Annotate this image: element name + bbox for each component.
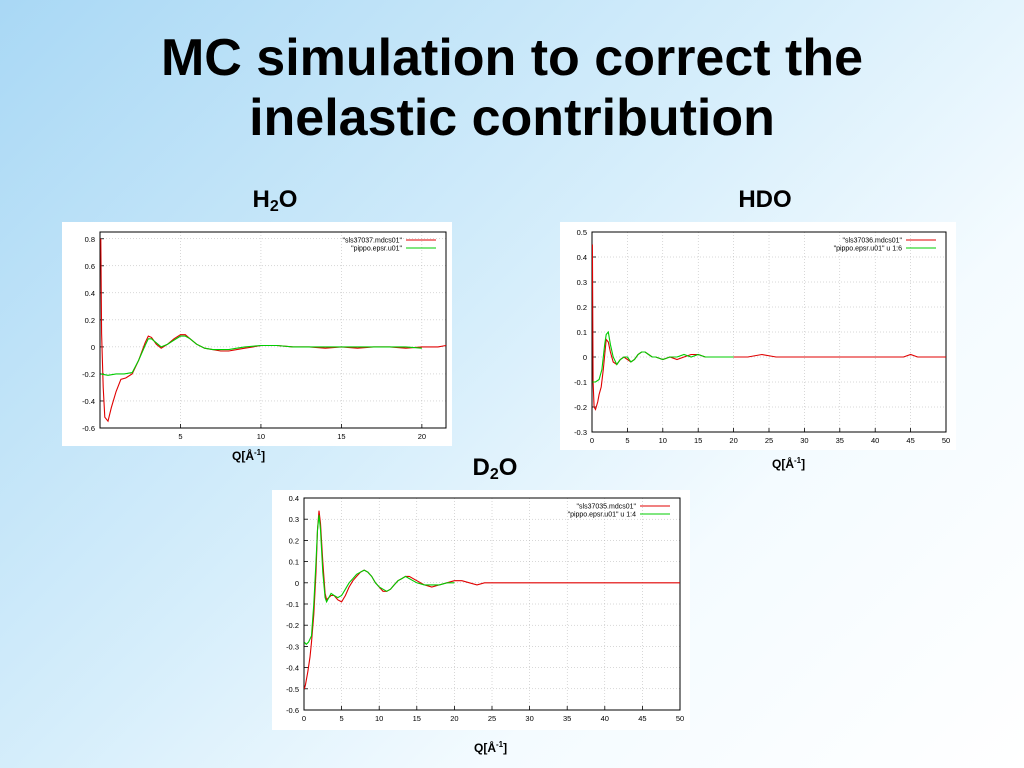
legend-label-2: "pippo.epsr.u01" u 1:4 bbox=[568, 512, 637, 519]
x-tick-label: 10 bbox=[375, 714, 383, 723]
y-tick-label: 0.5 bbox=[577, 228, 587, 237]
x-tick-label: 35 bbox=[836, 436, 844, 445]
slide-title-line1: MC simulation to correct the bbox=[160, 29, 864, 87]
y-tick-label: -0.3 bbox=[574, 428, 587, 437]
x-tick-label: 45 bbox=[638, 714, 646, 723]
x-tick-label: 30 bbox=[800, 436, 808, 445]
x-tick-label: 5 bbox=[178, 432, 182, 441]
series-line-2 bbox=[592, 330, 734, 383]
x-tick-label: 20 bbox=[729, 436, 737, 445]
y-tick-label: 0 bbox=[583, 353, 587, 362]
y-tick-label: -0.2 bbox=[286, 621, 299, 630]
x-tick-label: 10 bbox=[257, 432, 265, 441]
legend-label-1: "sls37035.mdcs01" bbox=[577, 504, 637, 511]
y-tick-label: -0.2 bbox=[82, 370, 95, 379]
hdo-chart-svg: 0 5 10 15 20 25 30 35 40 45 50 -0.3 -0.2 -0.1 0 0.1 0.2 0… bbox=[574, 228, 950, 445]
legend-label-2: "pippo.epsr.u01" u 1:6 bbox=[834, 246, 903, 253]
x-tick-label: 50 bbox=[942, 436, 950, 445]
hdo-xaxis-title: Q[Å-1] bbox=[772, 456, 806, 471]
series-line-2 bbox=[304, 514, 455, 646]
y-tick-label: 0.4 bbox=[577, 253, 587, 262]
x-tick-label: 0 bbox=[302, 714, 306, 723]
hdo-chart: 0 5 10 15 20 25 30 35 40 45 50 -0.3 -0.2 -0.1 0 0.1 0.2 0… bbox=[560, 222, 956, 450]
x-tick-label: 25 bbox=[765, 436, 773, 445]
x-tick-label: 15 bbox=[694, 436, 702, 445]
y-tick-label: 0.3 bbox=[577, 278, 587, 287]
legend-label-1: "sls37037.mdcs01" bbox=[343, 238, 403, 245]
x-tick-label: 15 bbox=[337, 432, 345, 441]
x-tick-label: 0 bbox=[590, 436, 594, 445]
y-tick-label: 0.2 bbox=[577, 303, 587, 312]
d2o-chart-svg: 0 5 10 15 20 25 30 35 40 45 50 -0.6 -0.5 -0.4 -0.3 -0.2… bbox=[286, 494, 684, 723]
y-tick-label: -0.5 bbox=[286, 685, 299, 694]
x-tick-label: 40 bbox=[601, 714, 609, 723]
y-tick-label: 0.2 bbox=[85, 316, 95, 325]
y-tick-label: 0.6 bbox=[85, 262, 95, 271]
x-tick-label: 45 bbox=[906, 436, 914, 445]
series-line-1 bbox=[592, 244, 946, 411]
hdo-label: HDO bbox=[738, 186, 792, 213]
legend-label-2: "pippo.epsr.u01" bbox=[351, 246, 402, 253]
x-tick-label: 30 bbox=[525, 714, 533, 723]
y-tick-label: -0.1 bbox=[286, 600, 299, 609]
x-tick-label: 20 bbox=[450, 714, 458, 723]
slide-title-line2: inelastic contribution bbox=[249, 89, 775, 147]
x-tick-label: 35 bbox=[563, 714, 571, 723]
x-tick-label: 20 bbox=[418, 432, 426, 441]
y-tick-label: 0 bbox=[91, 343, 95, 352]
y-tick-label: 0.2 bbox=[289, 536, 299, 545]
x-tick-label: 10 bbox=[659, 436, 667, 445]
slide-title: MC simulation to correct the inelastic c… bbox=[0, 28, 1024, 148]
y-tick-label: 0.4 bbox=[85, 289, 95, 298]
y-tick-label: 0 bbox=[295, 579, 299, 588]
d2o-chart: 0 5 10 15 20 25 30 35 40 45 50 -0.6 -0.5 -0.4 -0.3 -0.2… bbox=[272, 490, 690, 730]
y-tick-label: 0.4 bbox=[289, 494, 299, 503]
h2o-xaxis-title: Q[Å-1] bbox=[232, 448, 266, 463]
y-tick-label: -0.4 bbox=[82, 397, 95, 406]
d2o-xaxis-title: Q[Å-1] bbox=[474, 740, 508, 755]
y-tick-label: -0.4 bbox=[286, 664, 299, 673]
h2o-label: H2O bbox=[252, 186, 298, 215]
y-tick-label: -0.1 bbox=[574, 378, 587, 387]
x-tick-label: 5 bbox=[340, 714, 344, 723]
y-tick-label: -0.2 bbox=[574, 403, 587, 412]
series-line-1 bbox=[100, 238, 446, 423]
y-tick-label: -0.3 bbox=[286, 642, 299, 651]
plot-frame bbox=[99, 231, 447, 429]
h2o-chart-svg: 5 10 15 20 -0.6 -0.4 -0.2 0 0.2 0.4 0.6 0.8 "sls3703… bbox=[82, 231, 447, 441]
series-line-2 bbox=[100, 335, 422, 376]
x-tick-label: 50 bbox=[676, 714, 684, 723]
x-tick-label: 5 bbox=[625, 436, 629, 445]
y-tick-label: 0.1 bbox=[577, 328, 587, 337]
y-tick-label: 0.1 bbox=[289, 558, 299, 567]
x-tick-label: 40 bbox=[871, 436, 879, 445]
y-tick-label: -0.6 bbox=[82, 424, 95, 433]
y-tick-label: 0.3 bbox=[289, 515, 299, 524]
y-tick-label: -0.6 bbox=[286, 706, 299, 715]
y-tick-label: 0.8 bbox=[85, 235, 95, 244]
x-tick-label: 25 bbox=[488, 714, 496, 723]
legend-label-1: "sls37036.mdcs01" bbox=[843, 238, 903, 245]
h2o-chart: 5 10 15 20 -0.6 -0.4 -0.2 0 0.2 0.4 0.6 0.8 "sls3703… bbox=[62, 222, 452, 446]
d2o-label: D2O bbox=[472, 454, 518, 483]
x-tick-label: 15 bbox=[413, 714, 421, 723]
